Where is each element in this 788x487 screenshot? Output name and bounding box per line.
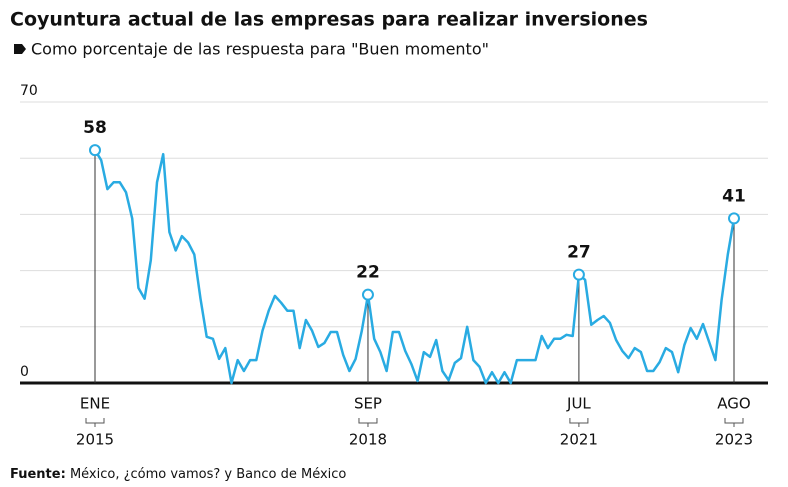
x-tick — [85, 418, 105, 427]
x-tick — [358, 418, 378, 427]
y-tick-label: 70 — [20, 83, 38, 99]
source-text: México, ¿cómo vamos? y Banco de México — [70, 467, 346, 482]
data-label: 27 — [567, 243, 591, 263]
source-label: Fuente: — [10, 467, 66, 482]
x-tick-label: AGO — [717, 395, 750, 413]
highlight-point — [361, 288, 374, 301]
x-tick-year: 2023 — [715, 431, 753, 449]
chart-subtitle: Como porcentaje de las respuesta para "B… — [31, 40, 489, 59]
highlight-point — [728, 212, 740, 225]
highlight-point — [572, 268, 585, 281]
x-tick-year: 2018 — [349, 431, 387, 449]
x-tick-year: 2021 — [560, 431, 598, 449]
data-line — [93, 149, 736, 385]
x-tick — [569, 418, 589, 427]
x-tick-label: ENE — [80, 395, 110, 413]
source: Fuente: México, ¿cómo vamos? y Banco de … — [10, 467, 346, 482]
x-tick-label: JUL — [566, 395, 591, 413]
subtitle-icon — [14, 44, 26, 54]
highlight-point — [89, 144, 101, 157]
chart-title: Coyuntura actual de las empresas para re… — [10, 9, 648, 31]
data-label: 41 — [722, 186, 746, 206]
x-tick-label: SEP — [354, 395, 382, 413]
x-tick — [724, 418, 744, 427]
data-label: 22 — [356, 263, 380, 283]
x-tick-year: 2015 — [76, 431, 114, 449]
data-label: 58 — [83, 118, 107, 138]
y-tick-label: 0 — [20, 364, 29, 380]
